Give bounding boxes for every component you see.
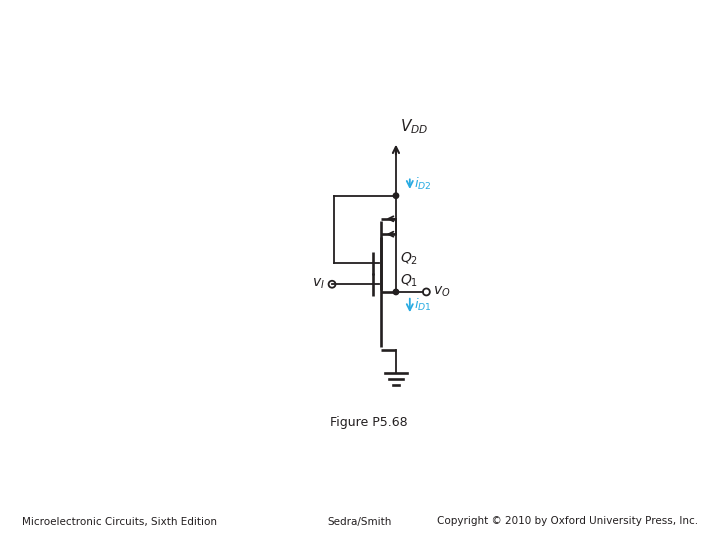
Text: $Q_2$: $Q_2$ (400, 251, 418, 267)
Text: Microelectronic Circuits, Sixth Edition: Microelectronic Circuits, Sixth Edition (22, 516, 217, 526)
Text: $i_{D1}$: $i_{D1}$ (414, 298, 431, 314)
Text: $v_I$: $v_I$ (312, 277, 325, 292)
Text: Figure P5.68: Figure P5.68 (330, 416, 408, 429)
Text: $V_{DD}$: $V_{DD}$ (400, 117, 428, 136)
Text: $v_O$: $v_O$ (433, 285, 451, 299)
Text: $Q_1$: $Q_1$ (400, 272, 418, 288)
Text: Copyright © 2010 by Oxford University Press, Inc.: Copyright © 2010 by Oxford University Pr… (437, 516, 698, 526)
Circle shape (393, 289, 399, 295)
Text: Sedra/Smith: Sedra/Smith (328, 516, 392, 526)
Text: $i_{D2}$: $i_{D2}$ (414, 176, 431, 192)
Circle shape (393, 193, 399, 198)
